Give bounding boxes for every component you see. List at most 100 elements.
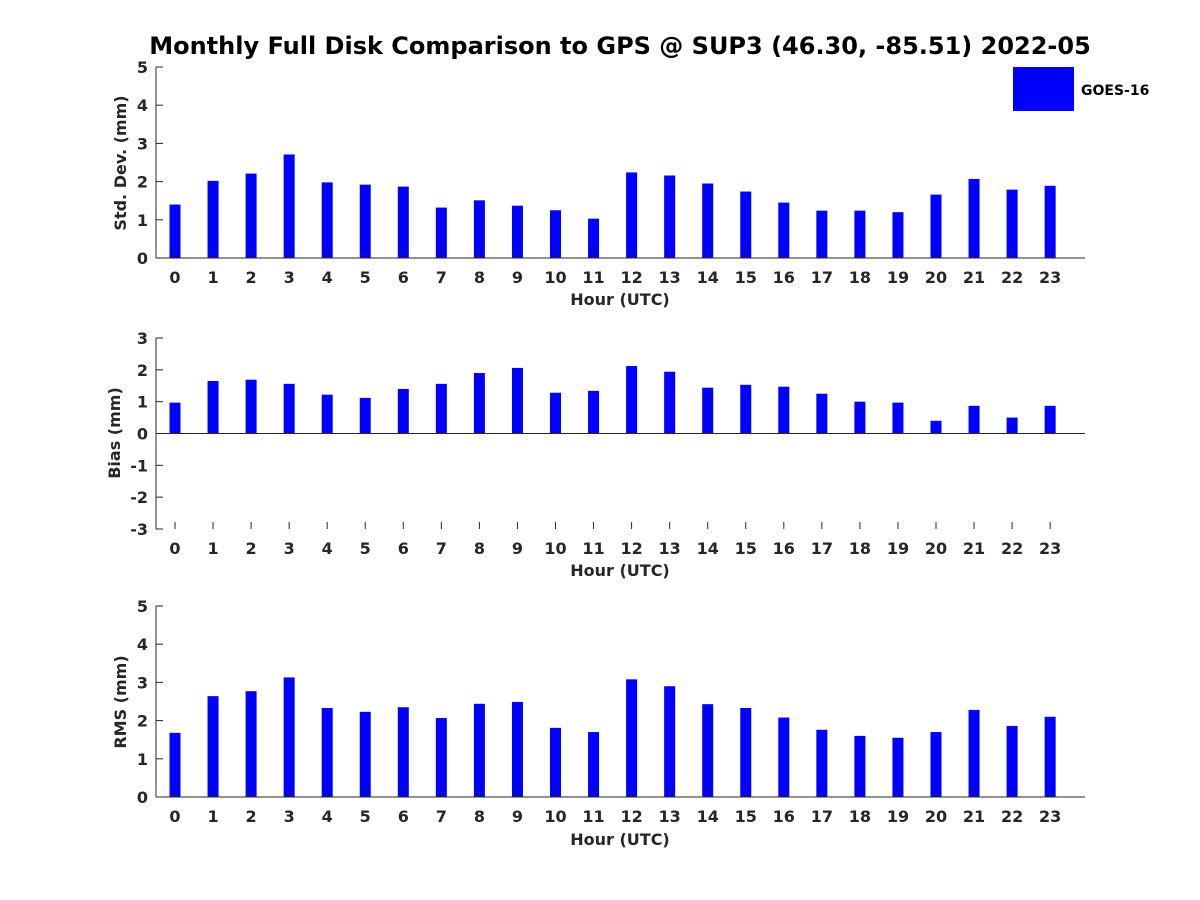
bias-bar-14 xyxy=(702,387,714,434)
std-dev-x-tick-label: 1 xyxy=(207,268,218,287)
std-dev-bar-19 xyxy=(892,212,904,258)
bias-bar-0 xyxy=(169,402,181,434)
rms-x-tick-label: 8 xyxy=(474,807,485,826)
rms-x-tick-label: 3 xyxy=(284,807,295,826)
std-dev-y-tick-label: 3 xyxy=(137,134,148,153)
bias-x-tick-label: 20 xyxy=(925,539,947,558)
bias-x-tick-label: 7 xyxy=(436,539,447,558)
std-dev-x-tick-label: 19 xyxy=(887,268,909,287)
rms-bar-15 xyxy=(740,707,752,797)
std-dev-bar-17 xyxy=(816,210,828,258)
std-dev-x-tick-label: 18 xyxy=(849,268,871,287)
rms-bar-18 xyxy=(854,735,866,797)
std-dev-x-tick-label: 12 xyxy=(620,268,642,287)
std-dev-x-tick-label: 5 xyxy=(360,268,371,287)
bias-x-tick-label: 9 xyxy=(512,539,523,558)
std-dev-bar-14 xyxy=(702,183,714,258)
std-dev-x-tick-label: 17 xyxy=(811,268,833,287)
rms-xlabel: Hour (UTC) xyxy=(570,830,670,849)
std-dev-bar-0 xyxy=(169,204,181,258)
bias-y-tick-label: -3 xyxy=(130,520,148,539)
legend-swatch-goes-16 xyxy=(1013,67,1074,111)
bias-x-tick-label: 3 xyxy=(284,539,295,558)
std-dev-x-tick-label: 15 xyxy=(735,268,757,287)
bias-bar-17 xyxy=(816,393,828,434)
std-dev-x-tick-label: 0 xyxy=(169,268,180,287)
std-dev-x-tick-label: 21 xyxy=(963,268,985,287)
rms-x-tick-label: 5 xyxy=(360,807,371,826)
bias-bar-23 xyxy=(1044,405,1056,434)
bias-x-tick-label: 23 xyxy=(1039,539,1061,558)
bias-xlabel: Hour (UTC) xyxy=(570,561,670,580)
std-dev-bar-12 xyxy=(626,172,638,258)
bias-x-tick-label: 2 xyxy=(246,539,257,558)
std-dev-bar-11 xyxy=(588,218,600,258)
bias-bar-19 xyxy=(892,402,904,434)
bias-bar-6 xyxy=(397,388,409,434)
bias-x-tick-label: 6 xyxy=(398,539,409,558)
rms-bar-23 xyxy=(1044,716,1056,797)
chart-title: Monthly Full Disk Comparison to GPS @ SU… xyxy=(149,32,1091,60)
bias-bar-21 xyxy=(968,405,980,434)
bias-x-tick-label: 0 xyxy=(169,539,180,558)
bias-bar-15 xyxy=(740,384,752,434)
std-dev-bar-6 xyxy=(397,186,409,258)
std-dev-bar-22 xyxy=(1006,189,1018,258)
rms-x-tick-label: 13 xyxy=(659,807,681,826)
rms-bar-16 xyxy=(778,717,790,797)
bias-x-tick-label: 8 xyxy=(474,539,485,558)
bias-y-tick-label: 2 xyxy=(137,361,148,380)
std-dev-x-tick-label: 22 xyxy=(1001,268,1023,287)
rms-x-tick-label: 9 xyxy=(512,807,523,826)
rms-y-tick-label: 3 xyxy=(137,673,148,692)
std-dev-bar-21 xyxy=(968,178,980,258)
bias-x-tick-label: 12 xyxy=(620,539,642,558)
rms-bar-14 xyxy=(702,704,714,797)
rms-x-tick-label: 0 xyxy=(169,807,180,826)
std-dev-y-tick-label: 1 xyxy=(137,211,148,230)
bias-y-tick-label: -1 xyxy=(130,456,148,475)
bias-bar-4 xyxy=(321,394,333,434)
std-dev-bar-18 xyxy=(854,210,866,258)
std-dev-bar-13 xyxy=(664,175,676,258)
std-dev-bar-7 xyxy=(435,207,447,258)
std-dev-x-tick-label: 8 xyxy=(474,268,485,287)
std-dev-bar-8 xyxy=(473,200,485,258)
std-dev-ylabel: Std. Dev. (mm) xyxy=(111,95,130,230)
rms-x-tick-label: 16 xyxy=(773,807,795,826)
std-dev-y-tick-label: 2 xyxy=(137,173,148,192)
rms-bar-20 xyxy=(930,732,942,797)
rms-bar-9 xyxy=(511,701,523,797)
bias-x-tick-label: 11 xyxy=(582,539,604,558)
bias-x-tick-label: 1 xyxy=(207,539,218,558)
rms-x-tick-label: 4 xyxy=(322,807,333,826)
std-dev-bar-3 xyxy=(283,154,295,258)
bias-x-tick-label: 21 xyxy=(963,539,985,558)
rms-bar-8 xyxy=(473,703,485,797)
rms-x-tick-label: 23 xyxy=(1039,807,1061,826)
std-dev-bar-1 xyxy=(207,180,219,258)
std-dev-y-tick-label: 5 xyxy=(137,58,148,77)
std-dev-bar-23 xyxy=(1044,185,1056,258)
std-dev-x-tick-label: 13 xyxy=(659,268,681,287)
rms-ylabel: RMS (mm) xyxy=(111,655,130,748)
bias-ylabel: Bias (mm) xyxy=(105,387,124,479)
rms-x-tick-label: 12 xyxy=(620,807,642,826)
rms-bar-3 xyxy=(283,677,295,797)
bias-x-tick-label: 13 xyxy=(659,539,681,558)
std-dev-bar-2 xyxy=(245,173,257,258)
bias-bar-7 xyxy=(435,383,447,434)
rms-bar-7 xyxy=(435,717,447,797)
bias-x-tick-label: 10 xyxy=(544,539,566,558)
bias-x-tick-label: 5 xyxy=(360,539,371,558)
rms-x-tick-label: 18 xyxy=(849,807,871,826)
std-dev-x-tick-label: 23 xyxy=(1039,268,1061,287)
rms-bar-10 xyxy=(550,727,561,797)
rms-bar-17 xyxy=(816,729,828,797)
bias-x-tick-label: 15 xyxy=(735,539,757,558)
rms-x-tick-label: 17 xyxy=(811,807,833,826)
rms-x-tick-label: 21 xyxy=(963,807,985,826)
